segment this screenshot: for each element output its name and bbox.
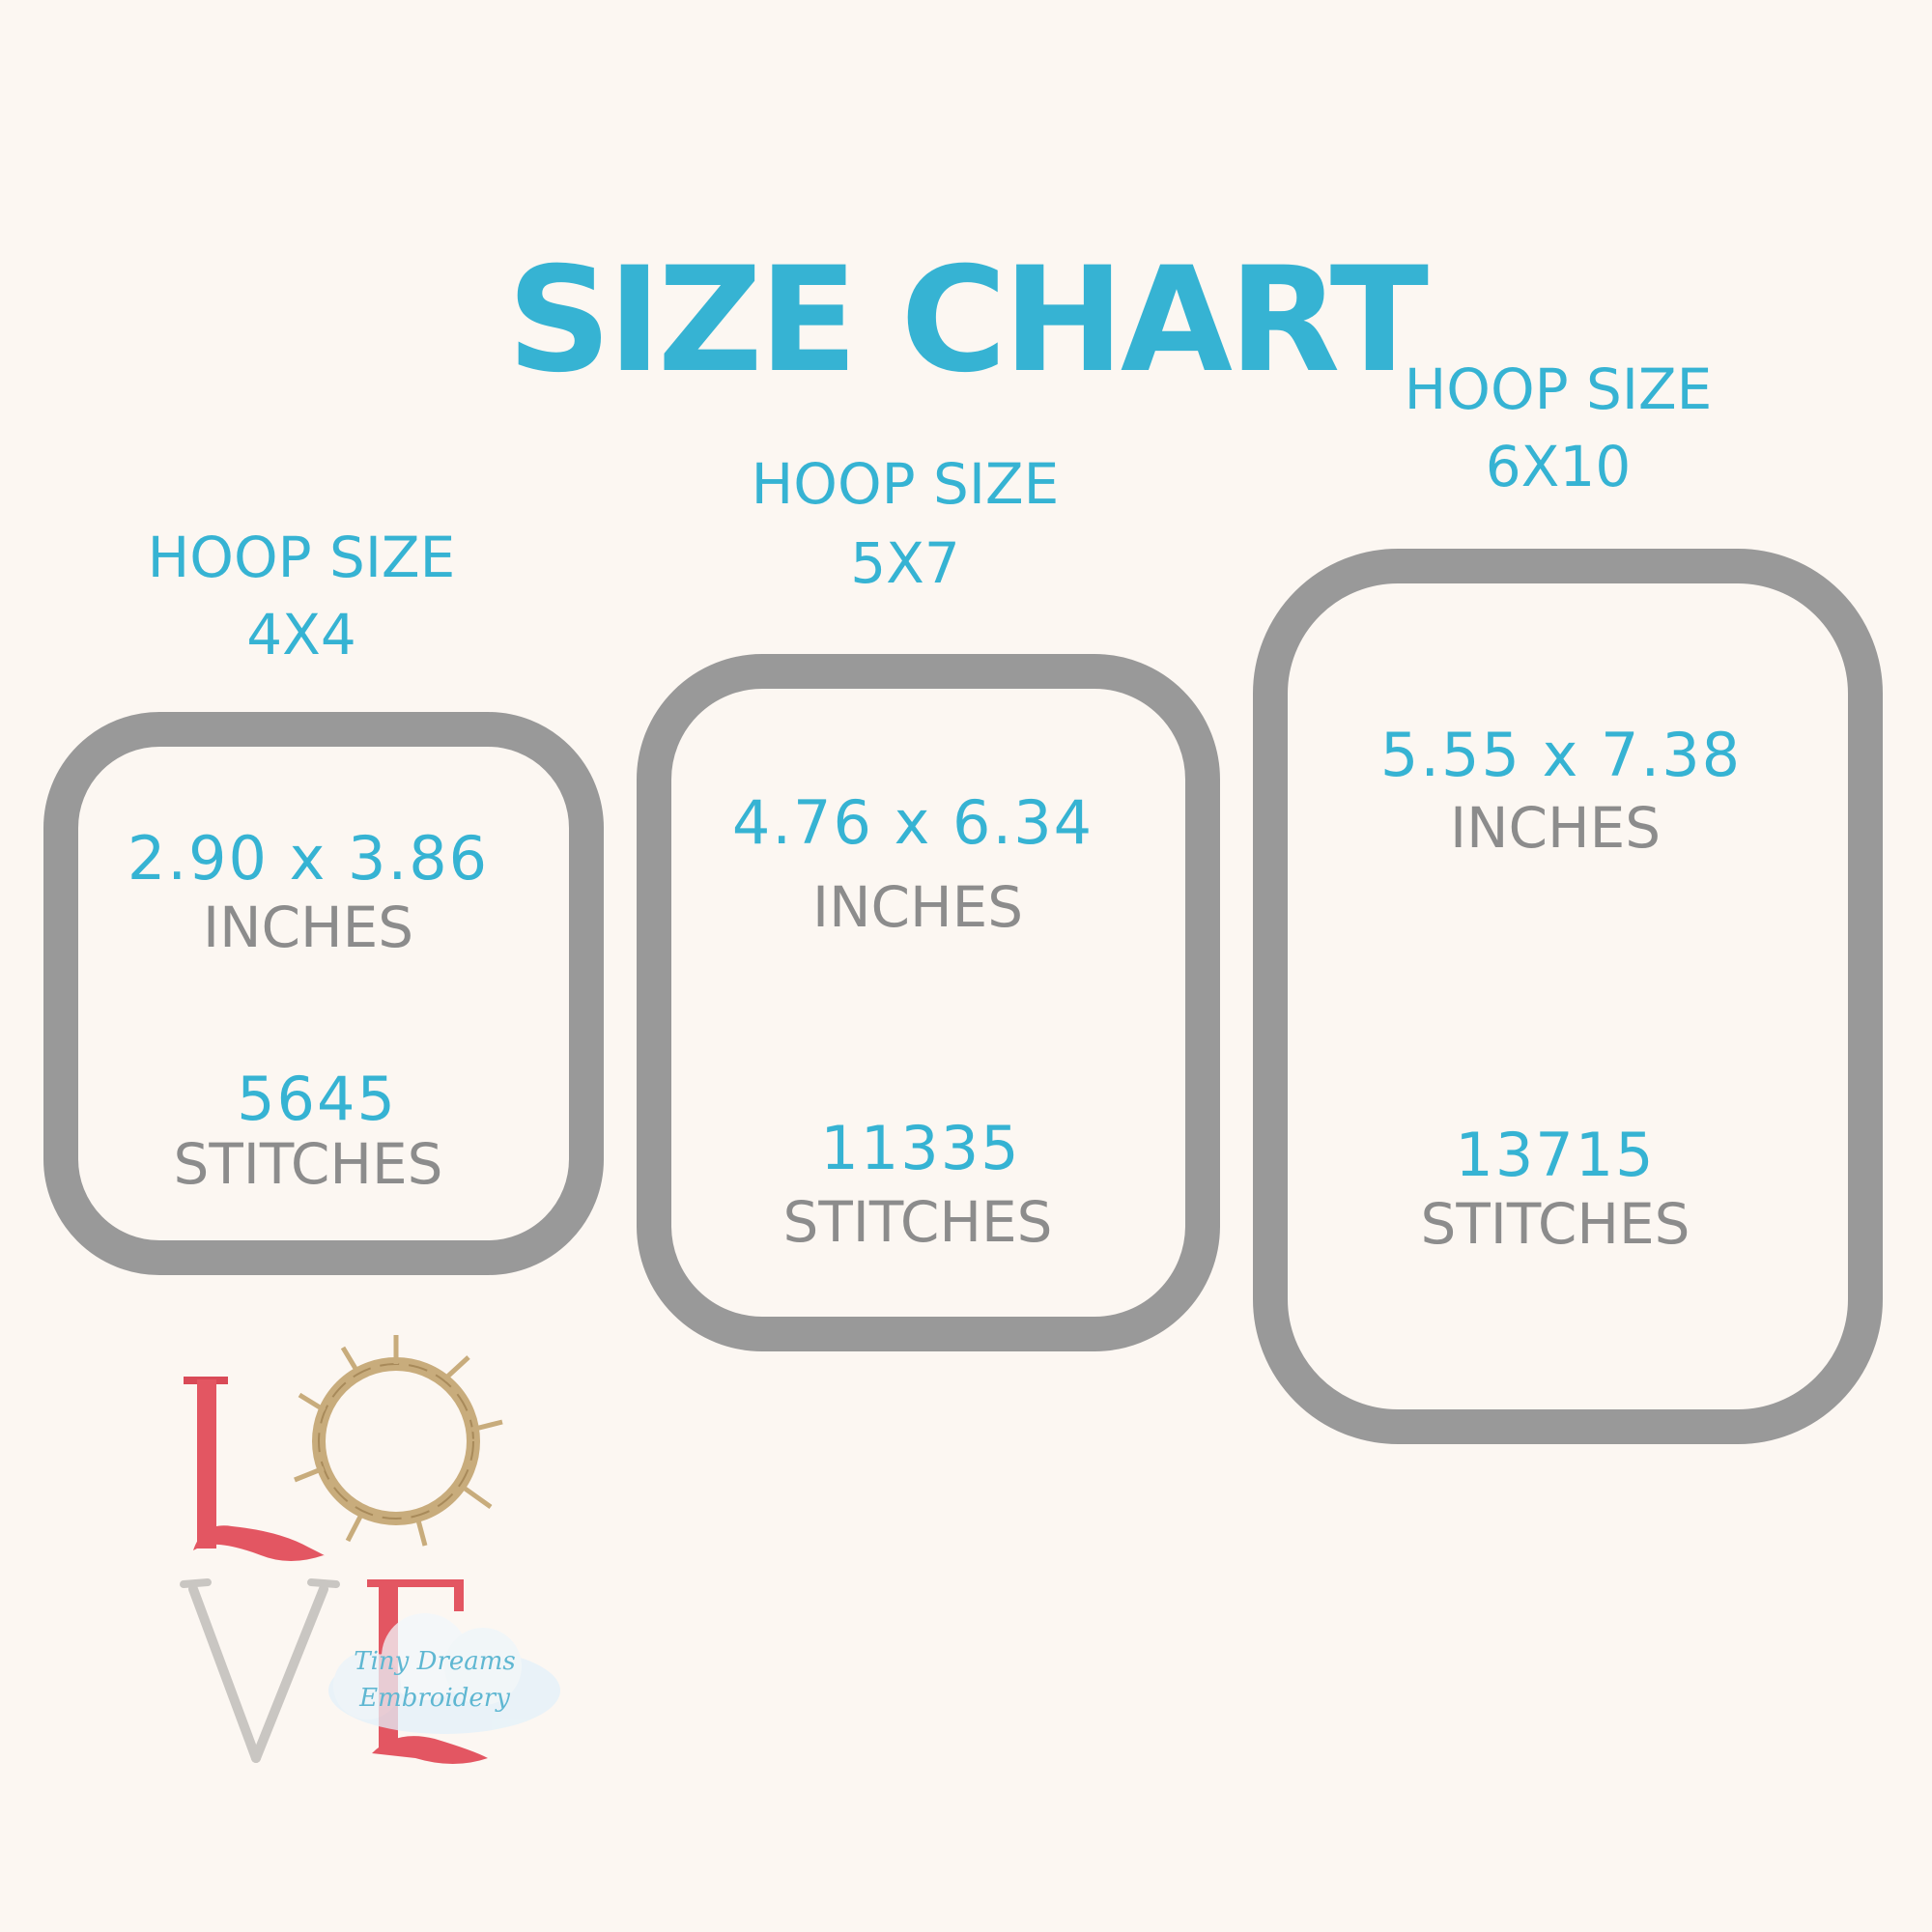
dimensions-4x4: 2.90 x 3.86 bbox=[127, 823, 490, 894]
hoop-frame-4x4 bbox=[43, 712, 604, 1275]
hoop-label-5x7: HOOP SIZE bbox=[751, 451, 1060, 517]
stitches-4x4: 5645 bbox=[237, 1064, 397, 1134]
dimension-unit-4x4: INCHES bbox=[202, 895, 414, 960]
watermark-text-line-1: Tiny Dreams bbox=[354, 1647, 516, 1676]
dimensions-5x7: 4.76 x 6.34 bbox=[731, 787, 1094, 858]
stitch-unit-4x4: STITCHES bbox=[173, 1131, 443, 1197]
watermark-text-line-2: Embroidery bbox=[359, 1684, 510, 1713]
hoop-size-4x4: 4X4 bbox=[246, 602, 356, 668]
dimension-unit-6x10: INCHES bbox=[1449, 795, 1662, 861]
hoop-label-6x10: HOOP SIZE bbox=[1404, 356, 1713, 422]
stitches-5x7: 11335 bbox=[820, 1113, 1021, 1183]
stitch-unit-5x7: STITCHES bbox=[782, 1189, 1053, 1255]
dimensions-6x10: 5.55 x 7.38 bbox=[1379, 720, 1743, 790]
page-title: SIZE CHART bbox=[506, 237, 1429, 405]
dimension-unit-5x7: INCHES bbox=[811, 874, 1024, 940]
hoop-size-6x10: 6X10 bbox=[1485, 434, 1632, 499]
nails-v-icon bbox=[180, 1578, 340, 1763]
love-design-preview bbox=[180, 1335, 560, 1764]
crown-of-thorns-icon bbox=[294, 1335, 503, 1547]
hoop-frame-6x10 bbox=[1253, 549, 1883, 1444]
stitch-unit-6x10: STITCHES bbox=[1420, 1191, 1690, 1257]
hoop-frame-5x7 bbox=[637, 654, 1220, 1351]
watermark-cloud-icon bbox=[328, 1613, 560, 1734]
stitches-6x10: 13715 bbox=[1455, 1120, 1656, 1190]
hoop-size-5x7: 5X7 bbox=[850, 530, 960, 596]
letter-l-icon bbox=[184, 1377, 325, 1561]
hoop-label-4x4: HOOP SIZE bbox=[147, 525, 456, 590]
